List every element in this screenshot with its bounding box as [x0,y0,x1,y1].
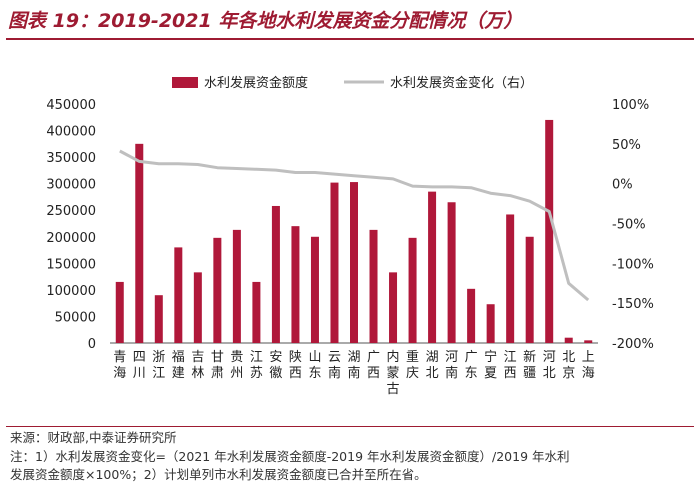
x-tick-label-陕西: 陕西 [289,350,302,381]
bar-江苏 [252,281,261,343]
bar-浙江 [154,295,163,343]
bar-江西 [506,214,515,343]
bar-贵州 [232,229,241,343]
bar-甘肃 [213,237,222,343]
y-left-tick-label: 350000 [46,151,96,166]
y-left-tick-label: 300000 [46,178,96,193]
bar-新疆 [525,236,534,343]
x-tick-label-青海: 青海 [113,350,126,381]
x-tick-label-湖北: 湖北 [426,350,439,381]
y-left-tick-label: 50000 [55,310,96,325]
bar-上海 [584,340,593,343]
title-divider [6,38,694,40]
bar-安徽 [271,205,280,343]
bar-series [115,119,593,343]
bar-重庆 [408,237,417,343]
x-tick-label-河南: 河南 [445,350,458,381]
y-right-tick-label: -100% [612,257,654,272]
bar-青海 [115,281,124,343]
bar-福建 [174,247,183,343]
x-tick-label-重庆: 重庆 [406,349,419,381]
x-axis-labels: 青海四川浙江福建吉林甘肃贵州江苏安徽陕西山东云南湖南广西内蒙古重庆湖北河南广东宁… [113,349,594,397]
x-tick-label-湖南: 湖南 [347,350,360,381]
y-left-tick-label: 0 [88,337,96,352]
bar-山东 [310,236,319,343]
footnote-line-1: 注：1）水利发展资金变化=（2021 年水利发展资金额度-2019 年水利发展资… [10,449,570,464]
y-right-tick-label: 50% [612,138,641,153]
legend-line-label: 水利发展资金变化（右） [390,75,533,91]
y-left-tick-label: 150000 [46,257,96,272]
y-right-tick-label: -200% [612,337,654,352]
y-right-tick-label: 100% [612,98,649,113]
x-tick-label-江苏: 江苏 [250,350,263,381]
y-left-tick-label: 450000 [46,98,96,113]
x-tick-label-新疆: 新疆 [523,349,536,381]
bar-广东 [467,288,476,343]
x-tick-label-云南: 云南 [328,350,341,381]
bar-河北 [545,119,554,343]
bar-line-chart: 水利发展资金额度 水利发展资金变化（右） 0 50000 100000 150000 2… [46,75,654,397]
x-tick-label-山东: 山东 [308,350,321,381]
y-left-tick-label: 200000 [46,231,96,246]
bar-广西 [369,229,378,343]
x-tick-label-广东: 广东 [465,350,478,381]
bar-四川 [135,143,144,343]
x-tick-label-宁夏: 宁夏 [484,349,497,381]
y-left-tick-label: 400000 [46,125,96,140]
x-tick-label-安徽: 安徽 [269,350,282,381]
axes: 0 50000 100000 150000 200000 250000 300000 3500… [46,98,654,352]
footer-divider [6,426,694,427]
x-tick-label-上海: 上海 [582,350,595,381]
x-tick-label-贵州: 贵州 [230,350,243,381]
x-tick-label-福建: 福建 [172,350,185,381]
source-note: 来源：财政部,中泰证券研究所 [10,430,177,445]
y-right-tick-label: -150% [612,297,654,312]
bar-吉林 [193,272,202,343]
bar-陕西 [291,226,300,343]
bar-湖北 [428,191,437,343]
bar-宁夏 [486,304,495,343]
legend: 水利发展资金额度 水利发展资金变化（右） [172,75,533,91]
bar-北京 [564,337,573,343]
y-left-tick-label: 100000 [46,284,96,299]
bar-云南 [330,182,339,343]
bar-河南 [447,202,456,343]
y-right-tick-label: -50% [612,218,646,233]
x-tick-label-江西: 江西 [504,350,517,381]
x-tick-label-浙江: 浙江 [152,350,165,381]
bar-内蒙古 [389,272,398,343]
y-right-tick-label: 0% [612,178,633,193]
legend-bar-swatch [172,77,198,88]
line-series [119,149,590,302]
x-tick-label-四川: 四川 [133,350,146,381]
x-tick-label-甘肃: 甘肃 [211,350,224,381]
chart-title: 图表 19：2019-2021 年各地水利发展资金分配情况（万） [8,10,523,32]
legend-bar-label: 水利发展资金额度 [204,75,308,91]
y-left-tick-label: 250000 [46,204,96,219]
x-tick-label-广西: 广西 [367,350,380,381]
x-tick-label-内蒙古: 内蒙古 [387,349,400,397]
x-tick-label-吉林: 吉林 [191,350,204,381]
x-tick-label-河北: 河北 [543,350,556,381]
bar-湖南 [350,182,358,343]
x-tick-label-北京: 北京 [562,350,575,381]
footnote-line-2: 发展资金额度×100%；2）计划单列市水利发展资金额度已合并至所在省。 [10,467,427,482]
